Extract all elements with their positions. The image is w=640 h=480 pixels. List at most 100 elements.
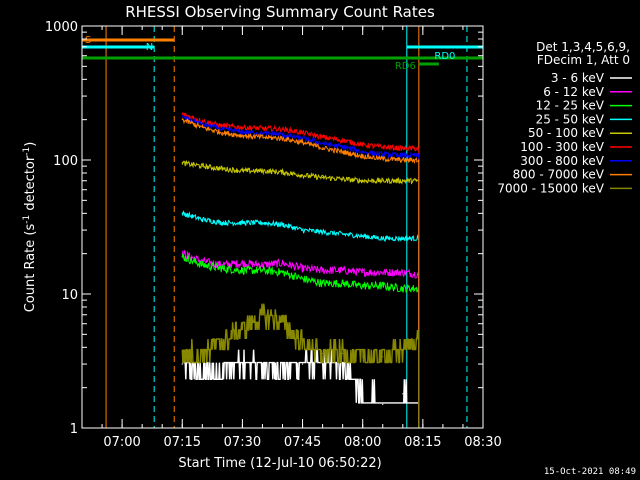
series-point (221, 168, 223, 170)
series-point (221, 222, 223, 224)
y-label-end: ) (23, 142, 38, 147)
series-point (382, 180, 384, 182)
series-point (201, 218, 203, 221)
legend-entry: 6 - 12 keV (543, 85, 605, 99)
series-point (362, 144, 364, 146)
series-point (342, 151, 344, 153)
series-line (181, 210, 420, 243)
series-point (301, 343, 304, 346)
series-point (241, 126, 243, 129)
series-point (362, 155, 364, 157)
series-point (382, 146, 384, 148)
series-point (241, 363, 243, 365)
y-tick-label: 10 (61, 288, 78, 303)
x-tick-label: 08:15 (404, 435, 441, 450)
series-point (382, 237, 384, 239)
series-point (241, 222, 243, 224)
series-point (181, 212, 183, 214)
series-point (241, 269, 243, 272)
legend-entry: 12 - 25 keV (536, 99, 605, 113)
series-point (301, 363, 304, 365)
series-point (382, 356, 384, 358)
series-point (261, 269, 264, 272)
series-line (181, 249, 420, 279)
series-point (342, 352, 344, 355)
series-point (281, 133, 284, 136)
series-point (181, 352, 183, 355)
legend-header: FDecim 1, Att 0 (537, 53, 630, 67)
series-point (402, 147, 404, 150)
series-point (382, 153, 384, 156)
y-tick-label: 1 (70, 422, 78, 437)
series-point (281, 223, 284, 226)
x-tick-label: 07:30 (224, 435, 261, 450)
y-axis: 1 10 100 1000 (45, 20, 483, 437)
series-point (181, 116, 183, 118)
series-point (362, 180, 364, 182)
series-line (181, 303, 420, 364)
series-point (201, 352, 203, 355)
legend-entry: 100 - 300 keV (520, 140, 604, 154)
legend-entry: 3 - 6 keV (551, 71, 605, 85)
series-point (402, 287, 404, 290)
y-label-sup2: -1 (22, 147, 32, 156)
series-point (261, 222, 264, 224)
series-point (301, 137, 304, 139)
series-point (241, 262, 243, 264)
series-point (362, 285, 364, 287)
series-point (402, 180, 404, 182)
series-point (301, 278, 304, 280)
series-point (382, 285, 384, 287)
series-point (221, 125, 223, 127)
y-axis-label: Count Rate (s-1 detector-1) (22, 142, 38, 313)
x-axis: 07:00 07:15 07:30 07:45 08:00 08:15 08:30 (81, 26, 502, 450)
series-point (281, 128, 284, 130)
series-point (201, 120, 203, 122)
series-point (201, 264, 203, 266)
series-point (342, 282, 344, 284)
series-point (221, 341, 223, 343)
series-point (281, 321, 284, 323)
series-point (181, 162, 183, 164)
series-point (342, 233, 344, 235)
y-label-mid: detector (23, 155, 38, 215)
series-point (301, 141, 304, 144)
series-point (261, 264, 264, 266)
chart-title: RHESSI Observing Summary Count Rates (125, 3, 435, 21)
series-point (322, 176, 324, 179)
x-tick-label: 08:30 (464, 435, 501, 450)
legend: Det 1,3,4,5,6,9,FDecim 1, Att 0 3 - 6 keV… (497, 40, 632, 195)
flag-bars: S N RD0 RD6 (82, 35, 483, 72)
series-point (402, 271, 404, 273)
series-point (209, 374, 211, 376)
x-axis-label: Start Time (12-Jul-10 06:50:22) (178, 456, 381, 471)
series-point (301, 229, 304, 231)
series-point (261, 314, 264, 316)
x-tick-label: 07:00 (103, 435, 140, 450)
series-point (382, 271, 384, 273)
series-point (181, 113, 183, 115)
x-tick-label: 07:45 (284, 435, 321, 450)
series-point (281, 137, 284, 139)
series-point (322, 352, 324, 355)
series-point (322, 147, 324, 149)
series-point (322, 231, 324, 233)
series-point (402, 237, 404, 239)
series-point (362, 393, 364, 395)
series-point (362, 271, 364, 273)
series-point (273, 367, 276, 369)
series-line (181, 111, 419, 152)
series-point (181, 119, 183, 121)
legend-entry: 7000 - 15000 keV (497, 181, 604, 195)
series-point (221, 128, 223, 130)
series-point (402, 159, 404, 161)
series-point (382, 158, 384, 160)
legend-header: Det 1,3,4,5,6,9, (536, 40, 630, 54)
series-point (342, 269, 344, 272)
series-point (281, 171, 284, 173)
series-line (182, 348, 419, 404)
series-point (221, 132, 223, 134)
series-point (241, 170, 243, 172)
footer-date: 15-Oct-2021 08:49 (544, 467, 636, 477)
